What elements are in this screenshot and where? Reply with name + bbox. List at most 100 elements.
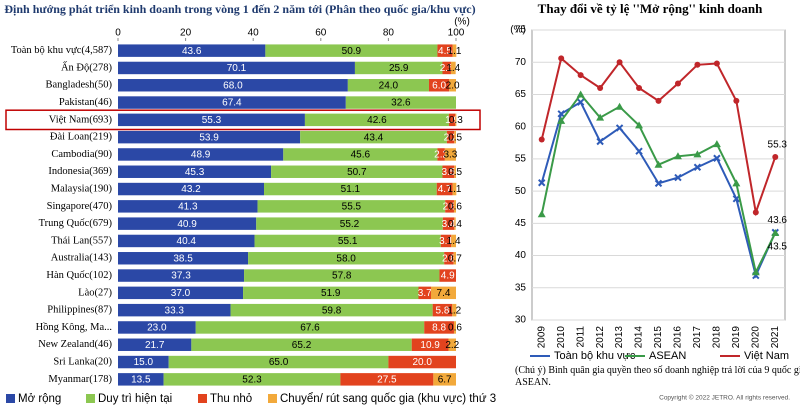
data-label: 0.6 [448, 323, 462, 334]
bar-segment [428, 79, 450, 92]
data-label: 7.4 [437, 288, 451, 299]
marker [557, 110, 565, 118]
copyright: Copyright © 2022 JETRO. All rights reser… [659, 394, 790, 402]
marker [615, 102, 624, 110]
x-tick-label: 2012 [595, 326, 606, 349]
data-label: 43.2 [181, 184, 201, 195]
marker [751, 268, 760, 276]
bar-segment [452, 44, 457, 57]
data-label: 65.0 [269, 357, 289, 368]
marker [576, 98, 585, 106]
data-label: 53.9 [199, 132, 219, 143]
y-tick-label: Hồng Kông, Ma... [36, 322, 112, 333]
bar-segment [118, 303, 231, 317]
y-tick-label: Ấn Độ(278) [61, 60, 113, 73]
data-label: 1.1 [448, 184, 462, 195]
data-label: 2.2 [444, 132, 458, 143]
bar-segment [454, 130, 456, 144]
data-label: 41.3 [178, 201, 198, 212]
data-label: 0.5 [448, 167, 462, 178]
bar-segment [340, 373, 434, 386]
unit-label: (%) [454, 17, 470, 28]
data-label: 43.4 [364, 132, 384, 143]
data-label: 68.0 [223, 80, 243, 91]
bar-segment [439, 269, 456, 282]
data-label: 52.3 [242, 374, 262, 385]
marker [577, 72, 584, 79]
x-tick-label: 2013 [614, 326, 625, 349]
bar-segment [118, 61, 355, 75]
data-label: 4.9 [441, 271, 455, 282]
y-tick-label: 55 [515, 154, 527, 165]
bar-segment [248, 252, 445, 265]
bar-segment [118, 217, 257, 230]
marker [674, 80, 681, 87]
y-tick-label: Trung Quốc(679) [39, 218, 113, 229]
bar-segment [118, 79, 348, 92]
bar-segment [195, 321, 425, 334]
bar-segment [440, 234, 452, 248]
bar-segment [448, 113, 456, 127]
data-label: 1.9 [445, 115, 459, 126]
data-label: 3.4 [442, 219, 456, 230]
data-label: 25.9 [389, 63, 409, 74]
data-label: 20.0 [412, 357, 432, 368]
marker [673, 152, 682, 160]
marker [654, 160, 663, 168]
x-tick-label: 2019 [731, 326, 742, 349]
data-label: 42.6 [367, 115, 387, 126]
data-label: 40.9 [177, 219, 197, 230]
marker [772, 153, 779, 160]
marker [538, 136, 545, 143]
y-tick-label: 35 [515, 282, 527, 293]
plot-frame [531, 29, 786, 321]
marker [538, 179, 546, 187]
data-label: 2.5 [440, 63, 454, 74]
y-tick-label: Singapore(470) [47, 201, 113, 212]
x-tick-label: 2015 [653, 326, 664, 349]
data-label: 51.9 [321, 288, 341, 299]
data-label: 65.2 [292, 340, 312, 351]
bar-segment [118, 338, 192, 351]
data-label: 3.5 [441, 167, 455, 178]
bar-segment [449, 79, 456, 92]
y-tick-label: 30 [515, 315, 527, 326]
bar-segment [453, 321, 456, 334]
bar-segment [118, 44, 266, 57]
bar-segment [354, 61, 443, 75]
bar-segment [432, 303, 453, 317]
marker [694, 61, 701, 68]
bar-segment [264, 182, 437, 196]
note: (Chú ý) Bình quân gia quyền theo số doan… [515, 365, 800, 388]
bar-segment [163, 373, 341, 386]
bar-segment [450, 61, 456, 75]
marker [654, 179, 663, 188]
y-tick-label: Lào(27) [78, 287, 112, 298]
data-label: 1.1 [448, 46, 462, 57]
x-tick-label: 2009 [536, 326, 547, 349]
bar-segment [388, 355, 456, 369]
marker [713, 60, 720, 67]
data-label: 58.0 [336, 253, 356, 264]
marker [655, 97, 662, 104]
bar-segment [424, 321, 454, 334]
legend-swatch [268, 394, 277, 403]
data-label: 27.5 [377, 374, 397, 385]
y-tick-label: Đài Loan(219) [50, 132, 113, 143]
data-label: 32.6 [391, 98, 411, 109]
x-tick-label: 2016 [673, 326, 684, 349]
data-label: 2.0 [446, 80, 460, 91]
y-tick-label: 45 [515, 218, 527, 229]
x-tick-label: 2011 [575, 326, 586, 348]
data-label: 0.4 [448, 219, 462, 230]
data-label: 37.3 [171, 271, 191, 282]
data-label: 3.7 [418, 288, 432, 299]
data-label: 5.8 [436, 305, 450, 316]
bar-segment [448, 338, 456, 351]
bar-segment [455, 113, 457, 127]
data-label: 0.5 [448, 132, 462, 143]
chart-title: Định hướng phát triển kinh doanh trong v… [4, 2, 475, 16]
y-tick-label: Cambodia(90) [51, 149, 112, 160]
bar-segment [118, 200, 258, 213]
bar-segment [345, 96, 456, 109]
